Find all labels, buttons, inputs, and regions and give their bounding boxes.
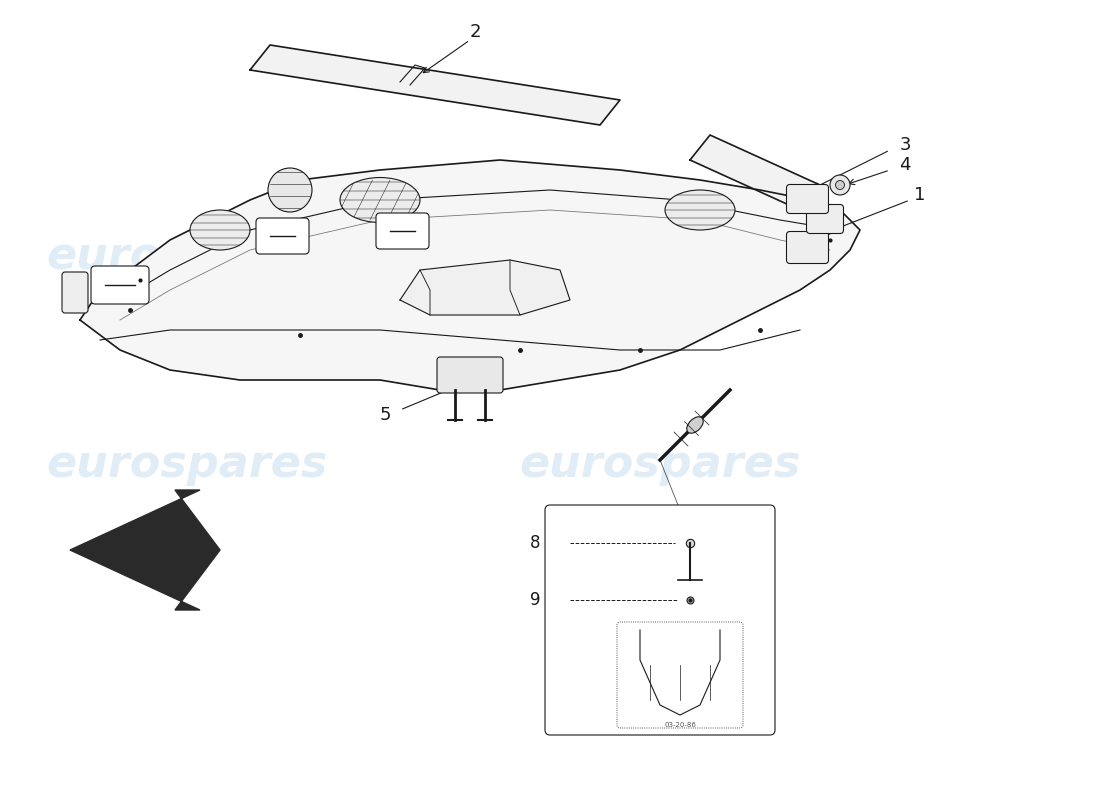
FancyBboxPatch shape: [786, 185, 828, 214]
Circle shape: [268, 168, 312, 212]
Ellipse shape: [666, 190, 735, 230]
FancyBboxPatch shape: [544, 505, 776, 735]
Ellipse shape: [686, 417, 703, 434]
FancyBboxPatch shape: [376, 213, 429, 249]
Text: 9: 9: [530, 591, 540, 609]
Text: 5: 5: [379, 406, 390, 424]
FancyBboxPatch shape: [91, 266, 148, 304]
Text: eurospares: eurospares: [519, 234, 801, 278]
Ellipse shape: [190, 210, 250, 250]
Text: eurospares: eurospares: [519, 442, 801, 486]
FancyBboxPatch shape: [437, 357, 503, 393]
Text: eurospares: eurospares: [46, 234, 328, 278]
Text: 4: 4: [900, 156, 911, 174]
FancyBboxPatch shape: [256, 218, 309, 254]
Text: 8: 8: [530, 534, 540, 552]
FancyBboxPatch shape: [806, 205, 844, 234]
Text: eurospares: eurospares: [46, 442, 328, 486]
FancyBboxPatch shape: [62, 272, 88, 313]
Text: 1: 1: [914, 186, 926, 204]
Polygon shape: [400, 260, 570, 315]
Polygon shape: [690, 135, 820, 210]
Text: 2: 2: [470, 23, 481, 41]
Polygon shape: [70, 490, 220, 610]
Polygon shape: [250, 45, 620, 125]
Ellipse shape: [340, 178, 420, 222]
Text: 3: 3: [900, 136, 911, 154]
Polygon shape: [80, 160, 860, 390]
Circle shape: [830, 175, 850, 195]
Text: 03-20-86: 03-20-86: [664, 722, 696, 728]
Circle shape: [836, 181, 845, 190]
FancyBboxPatch shape: [786, 231, 828, 263]
